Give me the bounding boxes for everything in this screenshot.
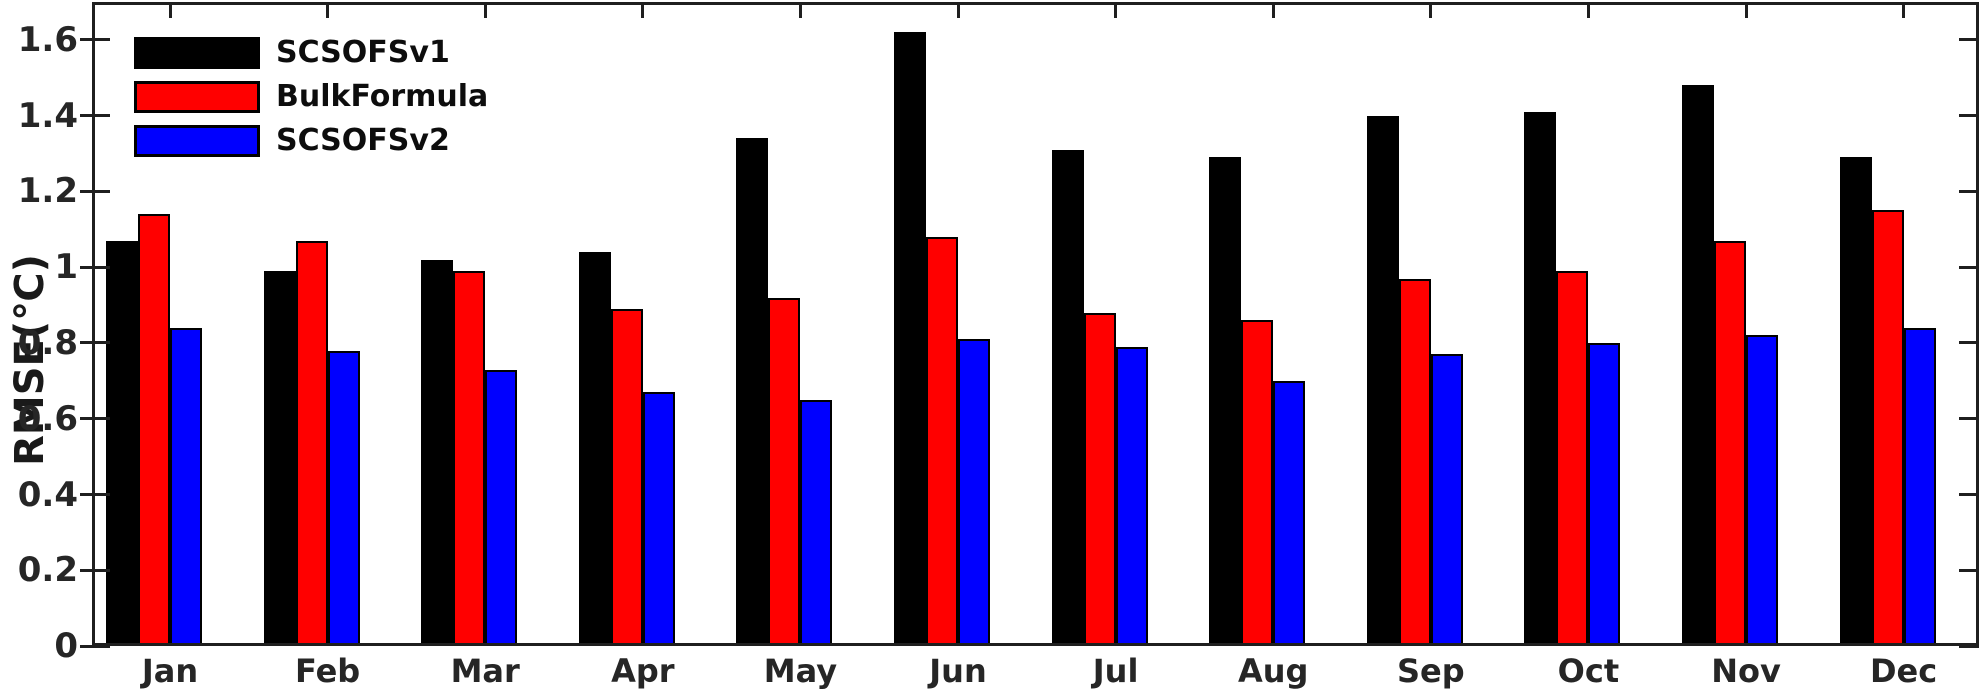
x-tick-label-jul: Jul [1092,652,1139,690]
bar-bulkformula-aug [1241,320,1274,646]
bar-bulkformula-oct [1556,271,1589,646]
x-tick-mark-top [641,2,645,18]
y-tick-mark-right [1959,189,1979,193]
y-tick-label: 0.4 [17,474,78,515]
x-tick-label-jun: Jun [929,652,987,690]
legend-swatch-scsofsv1 [134,36,260,69]
bar-bulkformula-sep [1398,278,1431,646]
plot-area: SCSOFSv1 BulkFormula SCSOFSv2 [80,2,1979,648]
x-tick-mark-top [1902,2,1906,18]
bar-scsofsv1-sep [1366,115,1399,646]
y-tick-mark-right [1959,341,1979,345]
bar-scsofsv2-jul [1115,346,1148,646]
x-tick-mark-top [956,2,960,18]
x-tick-label-sep: Sep [1396,652,1465,690]
x-tick-label-may: May [763,652,838,690]
y-tick-mark-left [80,341,110,345]
x-tick-label-oct: Oct [1557,652,1620,690]
x-tick-mark-top [1271,2,1275,18]
bar-bulkformula-may [768,297,801,646]
bar-bulkformula-feb [295,240,328,646]
bar-scsofsv1-jun [894,32,926,646]
bar-bulkformula-jun [926,236,958,646]
bar-scsofsv1-oct [1524,111,1557,646]
legend-label: SCSOFSv2 [276,123,450,158]
bar-scsofsv2-jan [170,327,202,646]
bar-bulkformula-jan [138,214,170,646]
x-tick-mark-top [168,2,172,18]
x-tick-label-jan: Jan [141,652,199,690]
y-tick-mark-right [1959,493,1979,496]
x-tick-label-feb: Feb [295,652,361,690]
x-tick-label-dec: Dec [1869,652,1938,690]
x-tick-label-nov: Nov [1711,652,1781,690]
y-tick-mark-right [1959,265,1979,269]
bar-scsofsv2-dec [1903,327,1936,646]
y-tick-label: 1.2 [17,171,78,212]
x-tick-mark-top [798,2,802,18]
y-tick-label: 0.2 [17,550,78,591]
legend-swatch-bulkformula [134,80,260,113]
bar-bulkformula-nov [1714,240,1746,646]
legend: SCSOFSv1 BulkFormula SCSOFSv2 [134,35,488,167]
x-tick-mark-top [1429,2,1433,18]
bar-scsofsv2-aug [1273,380,1306,646]
bar-scsofsv2-nov [1746,335,1778,646]
bar-scsofsv1-apr [578,252,611,646]
x-tick-mark-top [483,2,487,18]
x-tick-label-mar: Mar [450,652,520,690]
bar-scsofsv1-feb [263,271,296,646]
bar-bulkformula-mar [453,271,486,646]
bar-scsofsv2-oct [1588,342,1621,646]
y-tick-mark-right [1959,568,1979,572]
bar-scsofsv2-jun [958,339,990,646]
bar-scsofsv1-mar [421,259,454,646]
bar-scsofsv1-dec [1839,157,1872,646]
y-tick-mark-right [1959,114,1979,118]
legend-label: BulkFormula [276,79,489,114]
bar-scsofsv1-jan [106,240,138,646]
y-tick-label: 1 [54,247,78,288]
y-tick-mark-left [80,38,110,42]
bar-bulkformula-apr [610,308,643,646]
y-tick-mark-right [1959,417,1979,421]
y-tick-label: 0.8 [17,322,78,363]
bar-scsofsv2-feb [327,350,360,646]
legend-item-scsofsv1: SCSOFSv1 [134,35,488,70]
bar-scsofsv1-may [736,138,769,646]
legend-item-scsofsv2: SCSOFSv2 [134,123,488,158]
y-tick-mark-left [80,114,110,118]
y-tick-label: 0.6 [17,398,78,439]
bar-scsofsv2-sep [1430,354,1463,646]
bar-scsofsv1-nov [1682,85,1714,646]
y-tick-mark-right [1959,38,1979,42]
x-tick-label-aug: Aug [1237,652,1309,690]
x-tick-mark-top [326,2,330,18]
x-tick-label-apr: Apr [611,652,675,690]
y-tick-label: 1.4 [17,95,78,136]
legend-label: SCSOFSv1 [276,35,450,70]
bar-bulkformula-dec [1871,210,1904,646]
bar-scsofsv2-mar [485,369,518,646]
y-tick-mark-left [80,265,110,269]
bar-scsofsv2-may [800,399,833,646]
bar-scsofsv1-jul [1051,149,1084,646]
legend-swatch-scsofsv2 [134,124,260,157]
y-tick-label: 1.6 [17,19,78,60]
y-tick-mark-left [80,189,110,193]
y-tick-mark-left [80,644,110,648]
y-tick-mark-right [1959,644,1979,648]
y-tick-label: 0 [54,626,78,666]
y-tick-mark-left [80,568,110,572]
y-tick-mark-left [80,417,110,421]
bar-scsofsv2-apr [642,392,675,646]
legend-item-bulkformula: BulkFormula [134,79,488,114]
x-tick-mark-top [1114,2,1118,18]
bar-scsofsv1-aug [1209,157,1242,646]
x-tick-mark-top [1586,2,1590,18]
y-tick-mark-left [80,493,110,496]
bar-bulkformula-jul [1083,312,1116,646]
x-tick-mark-top [1744,2,1748,18]
